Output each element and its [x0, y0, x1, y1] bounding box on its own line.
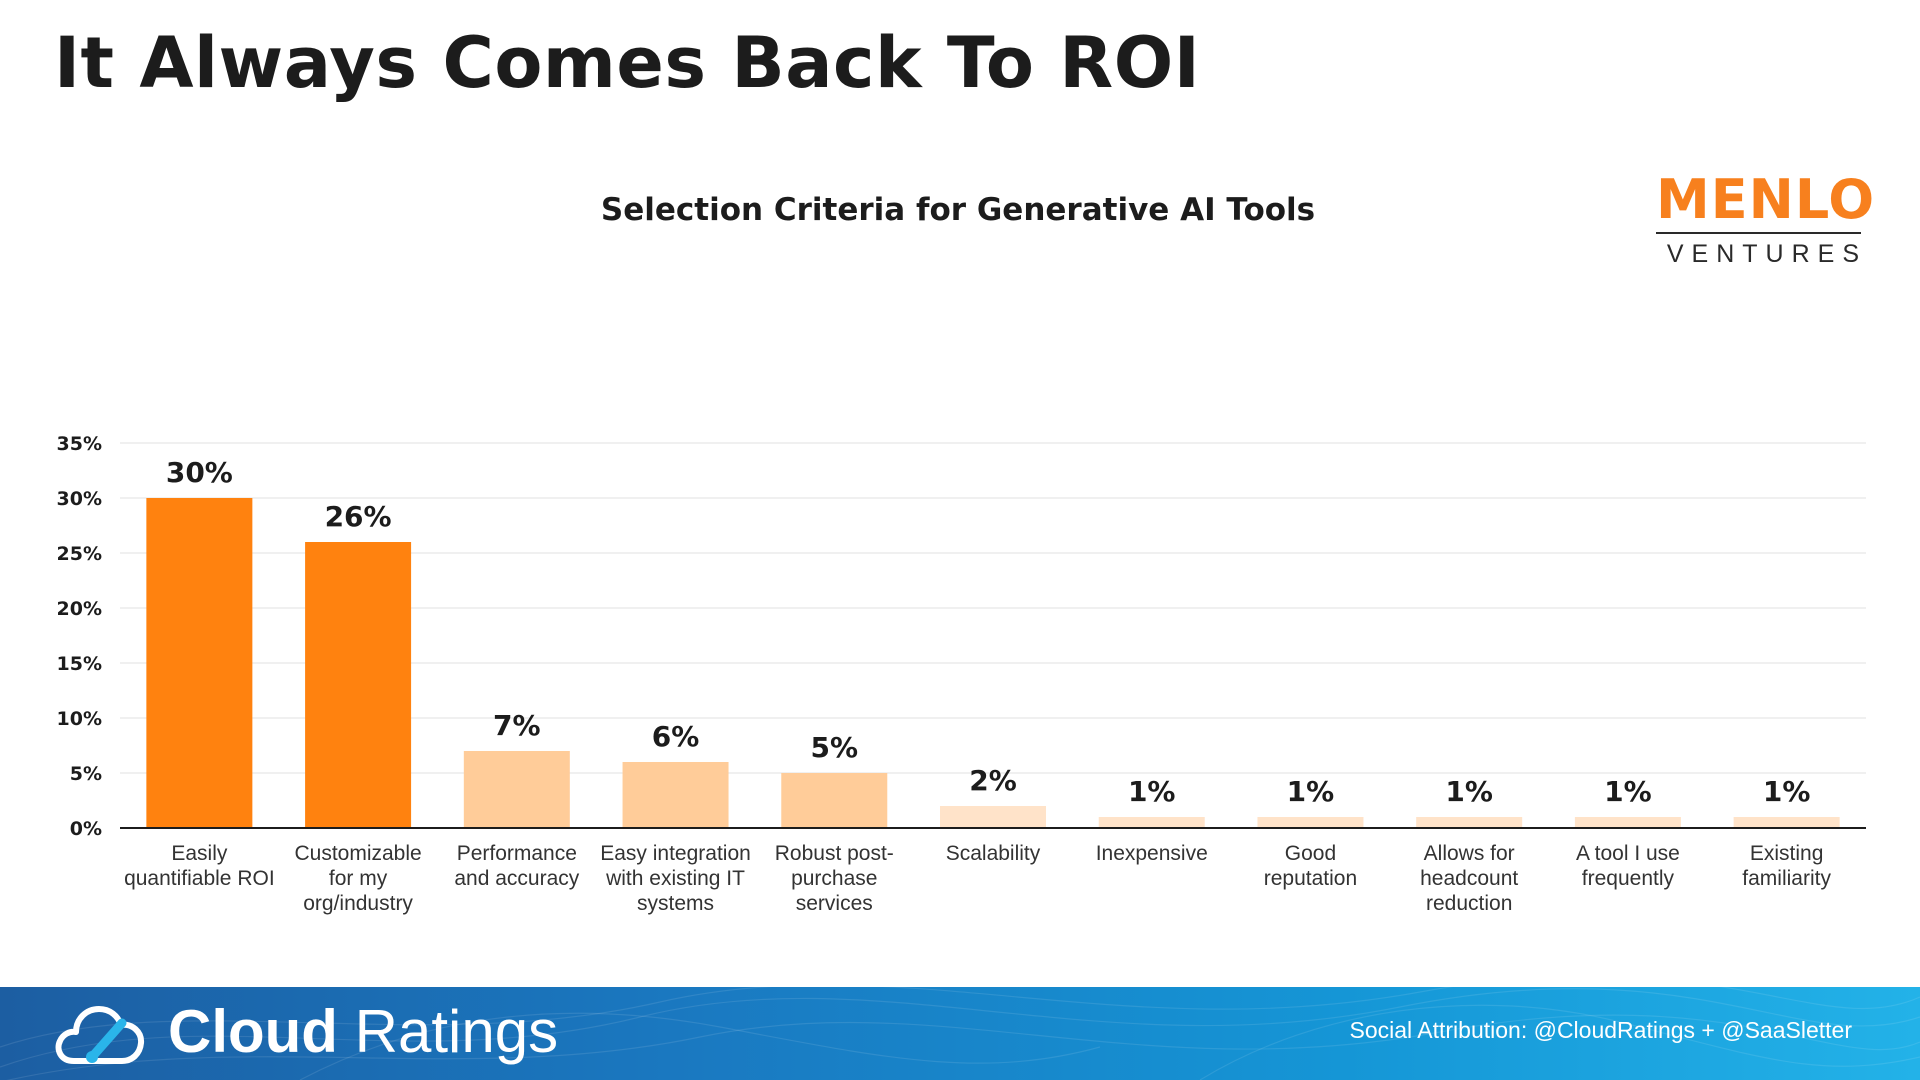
x-category-label: Scalability	[946, 842, 1041, 865]
x-category-label-line: Inexpensive	[1096, 842, 1208, 865]
bar	[781, 773, 888, 828]
x-category-label-line: systems	[637, 892, 714, 915]
social-attribution: Social Attribution: @CloudRatings + @Saa…	[1349, 1017, 1853, 1043]
footer-swirl-pattern	[0, 987, 1920, 1080]
bar	[1257, 817, 1364, 828]
x-category-label-line: for my	[329, 867, 388, 890]
logo-wordmark-top: MENLO	[1656, 168, 1876, 231]
x-category-label-line: with existing IT	[605, 867, 745, 890]
y-tick-label: 15%	[57, 653, 102, 675]
bar-value-label: 26%	[325, 500, 392, 533]
x-category-label: Existing familiarity	[1742, 842, 1831, 890]
bar	[1416, 817, 1523, 828]
y-tick-label: 0%	[70, 818, 102, 840]
bar	[146, 498, 253, 828]
y-tick-label: 25%	[57, 543, 102, 565]
x-category-label-line: Robust post-	[775, 842, 894, 865]
x-category-label-line: Customizable	[294, 842, 421, 865]
x-category-label-line: quantifiable ROI	[124, 867, 275, 890]
slide-title: It Always Comes Back To ROI	[54, 22, 1201, 104]
x-category-label: A tool I use frequently	[1576, 842, 1680, 890]
y-tick-label: 10%	[57, 708, 102, 730]
x-category-label-line: purchase	[791, 867, 877, 890]
x-category-label-line: Performance	[457, 842, 577, 865]
x-category-label-line: headcount	[1420, 867, 1518, 890]
x-category-label-line: A tool I use	[1576, 842, 1680, 865]
x-category-label: Allows for headcount reduction	[1420, 842, 1518, 915]
footer-banner: Cloud Ratings Social Attribution: @Cloud…	[0, 987, 1920, 1080]
x-category-label-line: frequently	[1582, 867, 1675, 890]
x-category-label-line: services	[796, 892, 873, 915]
y-tick-label: 20%	[57, 598, 102, 620]
x-category-label: Inexpensive	[1096, 842, 1208, 865]
x-category-label: Easily quantifiable ROI	[124, 842, 275, 890]
menlo-ventures-logo: MENLO VENTURES	[1656, 168, 1876, 268]
cloud-gauge-icon	[55, 1006, 145, 1064]
bar	[1098, 817, 1205, 828]
bar-value-label: 1%	[1763, 775, 1811, 808]
x-category-label: Performance and accuracy	[454, 842, 579, 890]
x-category-label-line: Easily	[171, 842, 228, 865]
bar	[622, 762, 729, 828]
logo-wordmark-bottom: VENTURES	[1666, 240, 1867, 268]
bar-value-label: 1%	[1445, 775, 1493, 808]
bar	[305, 542, 412, 828]
x-category-label-line: reputation	[1264, 867, 1357, 890]
x-category-label-line: Existing	[1750, 842, 1824, 865]
bar-chart: Selection Criteria for Generative AI Too…	[57, 192, 1866, 915]
x-category-label-line: Scalability	[946, 842, 1041, 865]
bar-value-label: 1%	[1604, 775, 1652, 808]
x-category-label: Robust post-purchase services	[775, 842, 894, 915]
bar	[940, 806, 1046, 828]
logo-divider	[1656, 232, 1861, 234]
y-tick-label: 35%	[57, 433, 102, 455]
y-tick-label: 5%	[70, 763, 102, 785]
x-category-label-line: reduction	[1426, 892, 1512, 915]
cloud-ratings-brand: Cloud Ratings	[168, 995, 558, 1069]
bar	[1733, 817, 1840, 828]
bar-value-label: 7%	[493, 709, 541, 742]
chart-title: Selection Criteria for Generative AI Too…	[601, 192, 1315, 228]
bar-value-label: 1%	[1287, 775, 1335, 808]
x-category-label-line: Easy integration	[600, 842, 751, 865]
x-category-label-line: and accuracy	[454, 867, 579, 890]
bar-value-label: 2%	[969, 764, 1017, 797]
bar-value-label: 1%	[1128, 775, 1176, 808]
x-category-label-line: Good	[1285, 842, 1336, 865]
x-category-label: Easy integration with existing IT systems	[600, 842, 751, 915]
bar-value-label: 5%	[810, 731, 858, 764]
brand-light: Ratings	[354, 998, 559, 1065]
brand-strong: Cloud	[168, 998, 338, 1065]
bar	[463, 751, 570, 828]
x-category-label-line: familiarity	[1742, 867, 1831, 890]
x-category-label-line: org/industry	[303, 892, 413, 915]
y-tick-label: 30%	[57, 488, 102, 510]
x-category-label-line: Allows for	[1424, 842, 1515, 865]
x-category-label: Good reputation	[1264, 842, 1357, 890]
bar-value-label: 30%	[166, 456, 233, 489]
bar	[1574, 817, 1681, 828]
x-category-label: Customizable for my org/industry	[294, 842, 421, 915]
bar-value-label: 6%	[652, 720, 700, 753]
